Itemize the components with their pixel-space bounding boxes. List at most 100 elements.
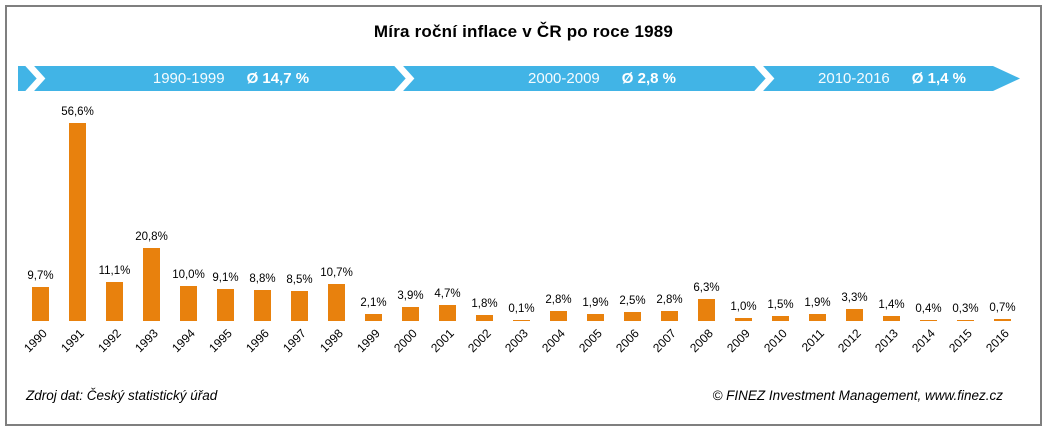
- bar-column: 2,5% 2006: [613, 95, 651, 355]
- bar-column: 0,3% 2015: [946, 95, 984, 356]
- bar-value-label: 6,3%: [693, 281, 720, 294]
- bar-value-label: 3,3%: [841, 292, 868, 305]
- bar: [291, 291, 308, 321]
- bar: [994, 318, 1011, 321]
- bar: [328, 283, 345, 321]
- bar-value-label: 1,0%: [730, 300, 757, 313]
- segment-range: 2000-2009: [528, 70, 600, 87]
- bar-column: 1,0% 2009: [724, 95, 762, 356]
- bar-value-label: 2,8%: [656, 294, 683, 307]
- bar-value-label: 0,1%: [508, 302, 535, 315]
- bar: [957, 319, 974, 321]
- data-source-note: Zdroj dat: Český statistický úřad: [26, 388, 218, 403]
- year-label: 2011: [798, 326, 827, 355]
- timeline-banner: 1990-1999 Ø 14,7 % 2000-2009 Ø 2,8 % 201…: [0, 66, 1047, 91]
- bar: [883, 316, 900, 321]
- bar-column: 3,3% 2012: [835, 95, 873, 355]
- bar-value-label: 56,6%: [61, 105, 94, 118]
- segment-average: Ø 14,7 %: [246, 70, 310, 87]
- year-label: 2014: [908, 326, 938, 356]
- year-label: 1995: [205, 326, 235, 356]
- bar-value-label: 2,1%: [360, 296, 387, 309]
- bar-value-label: 0,4%: [915, 302, 942, 315]
- chevron-separator-icon: [25, 66, 46, 91]
- bar-column: 6,3% 2008: [687, 95, 725, 355]
- year-label: 2008: [686, 326, 716, 356]
- bar-value-label: 2,5%: [619, 295, 646, 308]
- bar-column: 8,5% 1997: [280, 95, 318, 355]
- bar-value-label: 9,7%: [27, 270, 54, 283]
- bar-column: 56,6% 1991: [58, 95, 96, 355]
- year-label: 1990: [20, 326, 50, 356]
- bar-column: 9,7% 1990: [21, 95, 59, 355]
- bar-column: 9,1% 1995: [206, 95, 244, 355]
- bar-column: 10,7% 1998: [317, 95, 355, 356]
- year-label: 1997: [279, 326, 309, 356]
- bar-column: 11,1% 1992: [95, 95, 133, 355]
- bar-value-label: 1,4%: [878, 299, 905, 312]
- bar: [217, 289, 234, 321]
- year-label: 2003: [501, 326, 531, 356]
- bar-value-label: 1,9%: [582, 297, 609, 310]
- segment-range: 1990-1999: [152, 70, 225, 87]
- bar-value-label: 0,7%: [989, 301, 1016, 314]
- year-label: 2015: [945, 326, 975, 356]
- segment-average: Ø 1,4 %: [911, 70, 966, 87]
- bar: [698, 298, 715, 321]
- bar-value-label: 1,9%: [804, 297, 831, 310]
- chart-title: Míra roční inflace v ČR po roce 1989: [373, 22, 674, 41]
- bar-column: 1,8% 2002: [465, 95, 503, 355]
- year-label: 1999: [353, 326, 383, 356]
- bar: [735, 317, 752, 321]
- bar: [846, 309, 863, 321]
- bar-column: 0,1% 2003: [502, 95, 540, 356]
- year-label: 1996: [242, 326, 272, 356]
- bar-value-label: 8,8%: [249, 273, 276, 286]
- bar-value-label: 11,1%: [98, 265, 131, 278]
- bar: [624, 312, 641, 321]
- bar-value-label: 10,7%: [320, 266, 353, 279]
- bar-column: 10,0% 1994: [169, 95, 207, 355]
- year-label: 2009: [723, 326, 753, 356]
- bar: [513, 319, 530, 321]
- bar-column: 2,8% 2007: [650, 95, 688, 355]
- bar-value-label: 4,7%: [434, 287, 461, 300]
- year-label: 2010: [760, 326, 790, 356]
- year-label: 1994: [168, 326, 198, 356]
- bar: [439, 304, 456, 321]
- bar-value-label: 1,8%: [471, 297, 498, 310]
- bar: [402, 307, 419, 321]
- bar-column: 4,7% 2001: [428, 95, 466, 356]
- bar: [69, 122, 86, 321]
- year-label: 2016: [982, 326, 1012, 356]
- bar-column: 1,5% 2010: [761, 95, 799, 355]
- year-label: 1991: [57, 326, 87, 356]
- year-label: 2012: [834, 326, 864, 356]
- bar-column: 8,8% 1996: [243, 95, 281, 355]
- year-label: 1998: [316, 326, 346, 356]
- bar: [476, 314, 493, 321]
- bar: [587, 314, 604, 321]
- year-label: 2002: [464, 326, 494, 356]
- bar: [772, 315, 789, 321]
- bar: [661, 311, 678, 321]
- bar-column: 2,1% 1999: [354, 95, 392, 355]
- bar-column: 0,7% 2016: [983, 95, 1021, 356]
- bar-value-label: 9,1%: [212, 272, 239, 285]
- bar: [180, 286, 197, 321]
- bar-column: 3,9% 2000: [391, 95, 429, 355]
- bar-column: 20,8% 1993: [132, 95, 170, 355]
- bar: [920, 319, 937, 321]
- bar-column: 2,8% 2004: [539, 95, 577, 355]
- timeline-band: [18, 66, 1020, 91]
- bar-value-label: 2,8%: [545, 294, 572, 307]
- timeline-segment-1990-1999: 1990-1999 Ø 14,7 %: [46, 66, 416, 91]
- bar: [106, 282, 123, 321]
- year-label: 2004: [538, 326, 568, 356]
- year-label: 2000: [390, 326, 420, 356]
- bar: [32, 287, 49, 321]
- bar-value-label: 10,0%: [172, 269, 205, 281]
- segment-average: Ø 2,8 %: [621, 70, 676, 87]
- year-label: 2013: [871, 326, 901, 356]
- bar: [365, 313, 382, 321]
